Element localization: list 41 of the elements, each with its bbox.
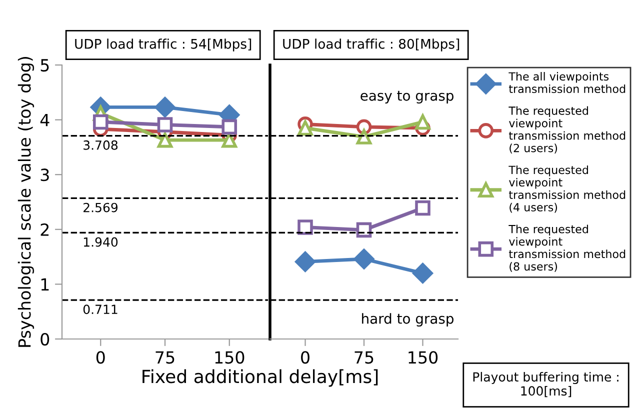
point	[298, 120, 313, 136]
chart-title: UDP load traffic : 80[Mbps]	[283, 38, 460, 52]
chart-title: UDP load traffic : 54[Mbps]	[75, 38, 252, 52]
y-tick-label: 4	[40, 114, 50, 126]
y-tick-label: 3	[40, 168, 49, 182]
y-tick-label: 5	[40, 59, 49, 72]
y-tick-label: 0	[40, 332, 50, 346]
annotation: easy to grasp	[360, 90, 454, 104]
point	[356, 222, 372, 238]
point	[356, 129, 372, 144]
x-tick-label: 75	[354, 351, 374, 364]
text: Playout buffering time : 100[ms]	[473, 372, 618, 398]
x-tick-label: 75	[156, 351, 174, 364]
ref-line-label: 2.569	[84, 202, 118, 212]
x-tick-label: 0	[301, 351, 310, 364]
legend-label: The requested viewpoint transmission method (2 users)	[508, 106, 626, 154]
point	[157, 132, 173, 148]
point	[295, 252, 316, 272]
y-axis-title: Psychological scale value (toy dog)	[18, 56, 34, 347]
legend-label: The requested viewpoint transmission method (4 users)	[508, 165, 626, 213]
point	[354, 248, 374, 270]
ref-line-label: 3.708	[84, 140, 118, 150]
legend-label: The all viewpoints transmission method	[508, 72, 626, 94]
point	[412, 263, 433, 284]
legend-label: The requested viewpoint transmission method (8 users)	[508, 224, 626, 272]
x-tick-label: 150	[215, 351, 244, 364]
annotation: hard to grasp	[362, 313, 454, 327]
point	[298, 220, 313, 235]
point	[415, 114, 430, 130]
x-tick-label: 0	[96, 351, 105, 364]
point	[415, 200, 430, 216]
x-axis-title: Fixed additional delay[ms]	[142, 369, 378, 387]
point	[92, 114, 108, 130]
point	[157, 117, 173, 132]
point	[154, 96, 176, 118]
y-tick-label: 2	[40, 223, 49, 236]
ref-line-label: 1.940	[84, 237, 118, 247]
x-tick-label: 150	[408, 351, 438, 364]
y-tick-label: 1	[41, 278, 49, 291]
point	[222, 119, 238, 135]
ref-line-label: 0.711	[83, 304, 118, 314]
